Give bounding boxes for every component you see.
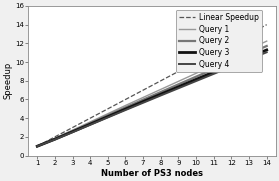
Legend: Linear Speedup, Query 1, Query 2, Query 3, Query 4: Linear Speedup, Query 1, Query 2, Query …: [175, 10, 262, 72]
Linear Speedup: [177, 70, 180, 73]
Query 4: [230, 66, 233, 68]
Query 4: [159, 94, 162, 96]
Query 4: [247, 58, 251, 60]
Linear Speedup: [88, 117, 92, 119]
Linear Speedup: [53, 136, 57, 138]
Query 3: [141, 100, 145, 103]
Query 4: [106, 116, 110, 119]
Y-axis label: Speedup: Speedup: [3, 62, 13, 99]
Query 2: [124, 106, 127, 109]
Query 4: [35, 145, 39, 147]
Query 4: [141, 102, 145, 104]
Query 4: [124, 109, 127, 111]
Query 1: [88, 121, 92, 123]
Linear Speedup: [265, 24, 268, 26]
Query 1: [212, 64, 215, 66]
Linear Speedup: [212, 52, 215, 54]
Linear Speedup: [230, 42, 233, 45]
Query 3: [88, 123, 92, 125]
Query 2: [194, 76, 198, 78]
Linear Speedup: [247, 33, 251, 35]
Query 3: [106, 115, 110, 118]
Query 3: [212, 71, 215, 73]
Query 1: [194, 72, 198, 74]
Query 4: [53, 138, 57, 141]
Line: Query 1: Query 1: [37, 41, 267, 146]
Query 2: [247, 52, 251, 55]
Query 3: [230, 64, 233, 66]
Query 1: [35, 145, 39, 147]
Query 4: [265, 51, 268, 53]
Query 1: [247, 48, 251, 50]
Line: Query 4: Query 4: [37, 52, 267, 146]
Query 4: [212, 73, 215, 75]
Query 2: [53, 138, 57, 140]
Query 1: [177, 80, 180, 82]
Query 4: [177, 87, 180, 89]
Line: Query 2: Query 2: [37, 46, 267, 146]
Query 2: [35, 145, 39, 147]
Query 1: [53, 137, 57, 139]
Query 1: [141, 96, 145, 98]
Query 3: [124, 108, 127, 110]
Query 1: [106, 113, 110, 115]
Linear Speedup: [194, 61, 198, 63]
Line: Linear Speedup: Linear Speedup: [37, 25, 267, 146]
Query 4: [194, 80, 198, 82]
Query 3: [159, 93, 162, 95]
Query 2: [88, 122, 92, 124]
Query 2: [106, 114, 110, 116]
Query 2: [212, 68, 215, 70]
Query 4: [71, 131, 74, 133]
X-axis label: Number of PS3 nodes: Number of PS3 nodes: [101, 169, 203, 178]
Query 1: [71, 129, 74, 131]
Query 4: [88, 124, 92, 126]
Query 3: [177, 86, 180, 88]
Query 2: [265, 45, 268, 47]
Query 3: [53, 138, 57, 140]
Linear Speedup: [106, 108, 110, 110]
Linear Speedup: [124, 98, 127, 101]
Linear Speedup: [141, 89, 145, 91]
Query 3: [35, 145, 39, 147]
Query 1: [265, 40, 268, 42]
Query 1: [159, 88, 162, 90]
Query 2: [177, 83, 180, 85]
Query 1: [230, 56, 233, 58]
Query 3: [247, 56, 251, 58]
Linear Speedup: [35, 145, 39, 147]
Query 2: [230, 60, 233, 62]
Linear Speedup: [159, 80, 162, 82]
Linear Speedup: [71, 127, 74, 129]
Query 2: [141, 99, 145, 101]
Query 1: [124, 104, 127, 107]
Line: Query 3: Query 3: [37, 50, 267, 146]
Query 3: [194, 78, 198, 81]
Query 2: [159, 91, 162, 93]
Query 3: [265, 49, 268, 51]
Query 3: [71, 131, 74, 133]
Query 2: [71, 130, 74, 132]
